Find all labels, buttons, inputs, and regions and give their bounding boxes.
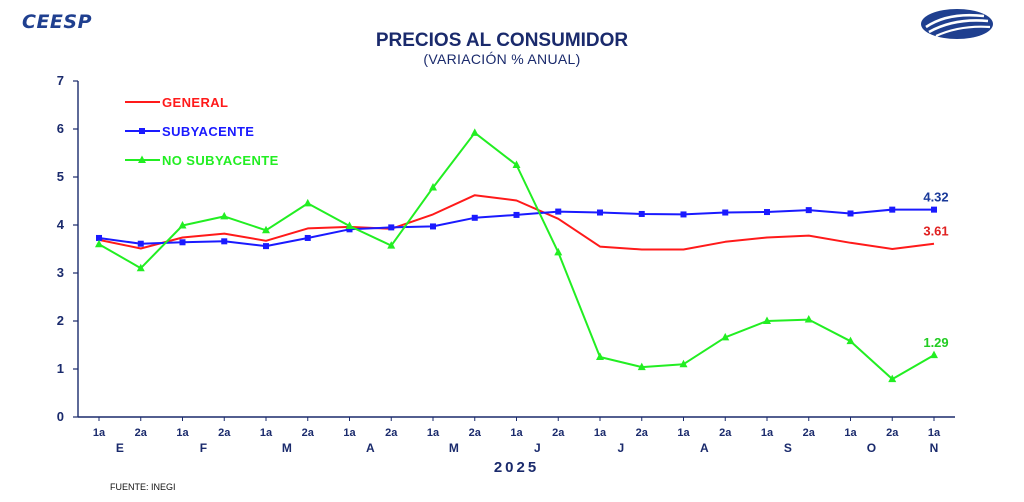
y-tick-label: 2 <box>57 313 64 328</box>
series-point <box>679 359 688 368</box>
x-tick-label: 2a <box>218 427 231 439</box>
series-line <box>98 131 935 381</box>
series-point <box>137 240 144 247</box>
series-point <box>889 206 896 213</box>
series-point <box>220 211 229 220</box>
series-point <box>429 183 437 191</box>
series-point <box>346 226 353 233</box>
series-point <box>388 224 395 231</box>
x-tick-label: 1a <box>594 427 607 439</box>
series-point <box>179 239 186 246</box>
brand-logo-text: CEESP <box>22 11 93 33</box>
series-point <box>680 211 687 218</box>
legend-label: SUBYACENTE <box>162 124 254 139</box>
series-point <box>470 128 479 136</box>
month-label: M <box>282 441 292 455</box>
y-tick-label: 3 <box>57 265 64 280</box>
y-tick-label: 7 <box>57 73 64 88</box>
series-point <box>304 234 311 241</box>
y-tick-label: 6 <box>57 121 64 136</box>
x-tick-label: 1a <box>176 427 189 439</box>
x-tick-label: 2a <box>719 427 732 439</box>
series-point <box>888 374 897 383</box>
month-label: J <box>618 441 625 455</box>
x-tick-label: 2a <box>469 427 482 439</box>
ceesp-globe-logo-icon <box>918 6 996 47</box>
month-label: F <box>200 441 207 455</box>
x-tick-label: 1a <box>928 427 941 439</box>
series-point <box>721 332 730 341</box>
month-label: J <box>534 441 541 455</box>
series-point <box>554 247 563 256</box>
series-point <box>387 241 396 249</box>
legend-label: NO SUBYACENTE <box>162 153 279 168</box>
x-tick-label: 2a <box>135 427 148 439</box>
series-point <box>512 160 521 168</box>
month-label: N <box>930 441 939 455</box>
chart-title: PRECIOS AL CONSUMIDOR <box>375 30 629 51</box>
series-point <box>263 243 269 250</box>
series-point <box>764 209 770 216</box>
data-label: 3.61 <box>923 224 948 239</box>
series-point <box>596 352 604 360</box>
chart-subtitle: (VARIACIÓN % ANUAL) <box>423 51 581 67</box>
month-label: O <box>867 441 876 455</box>
x-tick-label: 2a <box>636 427 649 439</box>
series-point <box>345 221 354 229</box>
series-point <box>513 211 520 218</box>
x-tick-label: 1a <box>343 427 356 439</box>
series-point <box>638 210 645 217</box>
series-point <box>471 214 478 221</box>
legend-marker <box>138 155 146 163</box>
x-tick-label: 2a <box>302 427 315 439</box>
series-point <box>805 207 812 214</box>
x-tick-label: 1a <box>427 427 440 439</box>
series-point <box>430 223 436 230</box>
month-label: E <box>116 441 124 455</box>
y-tick-label: 4 <box>57 217 65 232</box>
series-point <box>221 238 228 245</box>
y-tick-label: 0 <box>57 409 64 424</box>
series-point <box>597 209 603 216</box>
data-label: 1.29 <box>923 335 948 350</box>
series-point <box>96 234 102 241</box>
source-note: FUENTE: INEGI <box>110 482 176 492</box>
y-tick-label: 5 <box>57 169 64 184</box>
x-tick-label: 1a <box>93 427 106 439</box>
month-label: S <box>784 441 792 455</box>
series-point <box>303 198 312 207</box>
month-label: M <box>449 441 459 455</box>
series-point <box>931 206 937 213</box>
series-point <box>262 225 270 234</box>
legend-marker <box>139 128 145 134</box>
month-label: A <box>700 441 709 455</box>
x-tick-label: 1a <box>510 427 523 439</box>
x-tick-label: 1a <box>260 427 273 439</box>
year-label: 2025 <box>494 459 539 476</box>
series-point <box>847 210 854 217</box>
series-point <box>804 315 813 323</box>
series-line <box>98 194 935 251</box>
x-tick-label: 1a <box>844 427 857 439</box>
series-point <box>555 208 562 215</box>
x-tick-label: 1a <box>677 427 690 439</box>
data-label: 4.32 <box>923 190 948 205</box>
x-tick-label: 2a <box>385 427 398 439</box>
series-point <box>722 209 729 216</box>
series-point <box>930 350 938 359</box>
series-point <box>95 239 103 248</box>
month-label: A <box>366 441 375 455</box>
series-point <box>178 220 187 229</box>
series-point <box>763 316 771 324</box>
y-tick-label: 1 <box>57 361 64 376</box>
series-point <box>846 336 855 345</box>
x-tick-label: 2a <box>886 427 899 439</box>
x-tick-label: 1a <box>761 427 774 439</box>
x-tick-label: 2a <box>803 427 816 439</box>
series-point <box>637 362 646 371</box>
x-tick-label: 2a <box>552 427 565 439</box>
series-point <box>136 263 145 272</box>
legend-label: GENERAL <box>162 95 228 110</box>
